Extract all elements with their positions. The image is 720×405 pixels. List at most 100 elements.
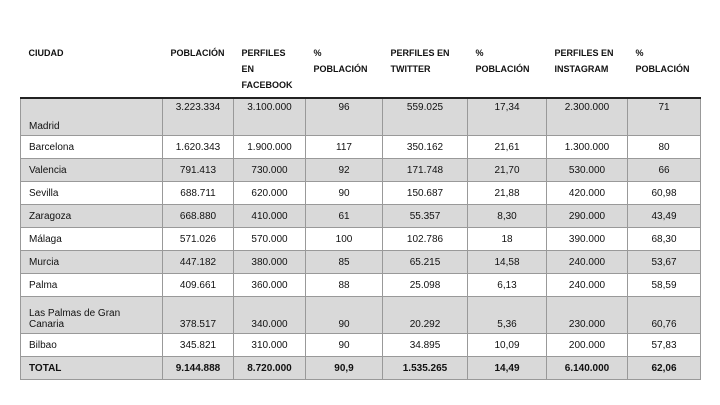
value-cell: 66 [627, 158, 701, 182]
value-cell: 8,30 [467, 204, 547, 228]
value-cell: 43,49 [627, 204, 701, 228]
value-cell: 5,36 [467, 296, 547, 334]
value-cell: 390.000 [546, 227, 628, 251]
value-cell: 530.000 [546, 158, 628, 182]
value-cell: 53,67 [627, 250, 701, 274]
header-cell: PERFILES EN FACEBOOK [233, 40, 306, 99]
header-cell: CIUDAD [20, 40, 163, 99]
value-cell: 9.144.888 [162, 356, 234, 380]
city-cell: Las Palmas de Gran Canaria [20, 296, 163, 334]
value-cell: 85 [305, 250, 383, 274]
value-cell: 90,9 [305, 356, 383, 380]
value-cell: 350.162 [382, 135, 468, 159]
table-row: Murcia 447.182 380.000 85 65.215 14,58 240.000… [20, 250, 701, 274]
value-cell: 80 [627, 135, 701, 159]
value-cell: 380.000 [233, 250, 306, 274]
header-cell: PERFILES EN INSTAGRAM [546, 40, 628, 99]
value-cell: 1.900.000 [233, 135, 306, 159]
header-cell: % POBLACIÓN [467, 40, 547, 99]
value-cell: 60,76 [627, 296, 701, 334]
value-cell: 200.000 [546, 333, 628, 357]
table-body: Madrid 3.223.334 3.100.000 96 559.025 17,34 2.… [20, 97, 701, 380]
value-cell: 240.000 [546, 273, 628, 297]
value-cell: 2.300.000 [546, 97, 628, 136]
table-row: Sevilla 688.711 620.000 90 150.687 21,88 420.0… [20, 181, 701, 205]
value-cell: 62,06 [627, 356, 701, 380]
city-cell: Barcelona [20, 135, 163, 159]
value-cell: 68,30 [627, 227, 701, 251]
city-cell: Sevilla [20, 181, 163, 205]
value-cell: 668.880 [162, 204, 234, 228]
value-cell: 620.000 [233, 181, 306, 205]
value-cell: 230.000 [546, 296, 628, 334]
header-cell: PERFILES EN TWITTER [382, 40, 468, 99]
value-cell: 6,13 [467, 273, 547, 297]
value-cell: 1.300.000 [546, 135, 628, 159]
value-cell: 61 [305, 204, 383, 228]
value-cell: 6.140.000 [546, 356, 628, 380]
value-cell: 360.000 [233, 273, 306, 297]
value-cell: 3.100.000 [233, 97, 306, 136]
table-row: Málaga 571.026 570.000 100 102.786 18 390.000 6… [20, 227, 701, 251]
value-cell: 117 [305, 135, 383, 159]
value-cell: 21,88 [467, 181, 547, 205]
header-row: CIUDAD POBLACIÓN PERFILES EN FACEBOOK% POB… [20, 40, 701, 99]
table-row: Madrid 3.223.334 3.100.000 96 559.025 17,34 2.… [20, 97, 701, 136]
city-cell: TOTAL [20, 356, 163, 380]
value-cell: 25.098 [382, 273, 468, 297]
value-cell: 60,98 [627, 181, 701, 205]
value-cell: 55.357 [382, 204, 468, 228]
value-cell: 1.620.343 [162, 135, 234, 159]
value-cell: 102.786 [382, 227, 468, 251]
value-cell: 420.000 [546, 181, 628, 205]
value-cell: 14,49 [467, 356, 547, 380]
value-cell: 21,61 [467, 135, 547, 159]
city-cell: Palma [20, 273, 163, 297]
value-cell: 92 [305, 158, 383, 182]
value-cell: 20.292 [382, 296, 468, 334]
value-cell: 150.687 [382, 181, 468, 205]
value-cell: 17,34 [467, 97, 547, 136]
header-cell: POBLACIÓN [162, 40, 234, 99]
table-row: Valencia 791.413 730.000 92 171.748 21,70 530.… [20, 158, 701, 182]
value-cell: 1.535.265 [382, 356, 468, 380]
value-cell: 58,59 [627, 273, 701, 297]
city-cell: Murcia [20, 250, 163, 274]
table-row: TOTAL 9.144.888 8.720.000 90,9 1.535.265 14,4… [20, 356, 701, 380]
value-cell: 447.182 [162, 250, 234, 274]
value-cell: 88 [305, 273, 383, 297]
value-cell: 730.000 [233, 158, 306, 182]
value-cell: 310.000 [233, 333, 306, 357]
value-cell: 171.748 [382, 158, 468, 182]
table-container: CIUDAD POBLACIÓN PERFILES EN FACEBOOK% POB… [20, 40, 701, 380]
value-cell: 34.895 [382, 333, 468, 357]
value-cell: 559.025 [382, 97, 468, 136]
value-cell: 90 [305, 333, 383, 357]
city-cell: Málaga [20, 227, 163, 251]
city-cell: Madrid [20, 97, 163, 136]
value-cell: 340.000 [233, 296, 306, 334]
value-cell: 409.661 [162, 273, 234, 297]
value-cell: 14,58 [467, 250, 547, 274]
header-cell: % POBLACIÓN [305, 40, 383, 99]
header-cell: % POBLACIÓN [627, 40, 701, 99]
value-cell: 3.223.334 [162, 97, 234, 136]
value-cell: 71 [627, 97, 701, 136]
value-cell: 96 [305, 97, 383, 136]
city-cell: Valencia [20, 158, 163, 182]
table-row: Palma 409.661 360.000 88 25.098 6,13 240.000 58… [20, 273, 701, 297]
value-cell: 90 [305, 296, 383, 334]
value-cell: 18 [467, 227, 547, 251]
value-cell: 65.215 [382, 250, 468, 274]
value-cell: 570.000 [233, 227, 306, 251]
value-cell: 345.821 [162, 333, 234, 357]
value-cell: 290.000 [546, 204, 628, 228]
value-cell: 21,70 [467, 158, 547, 182]
table-row: Las Palmas de Gran Canaria 378.517 340.000… [20, 296, 701, 334]
value-cell: 57,83 [627, 333, 701, 357]
table-row: Barcelona 1.620.343 1.900.000 117 350.162 21,… [20, 135, 701, 159]
data-table: CIUDAD POBLACIÓN PERFILES EN FACEBOOK% POB… [20, 40, 701, 380]
value-cell: 688.711 [162, 181, 234, 205]
